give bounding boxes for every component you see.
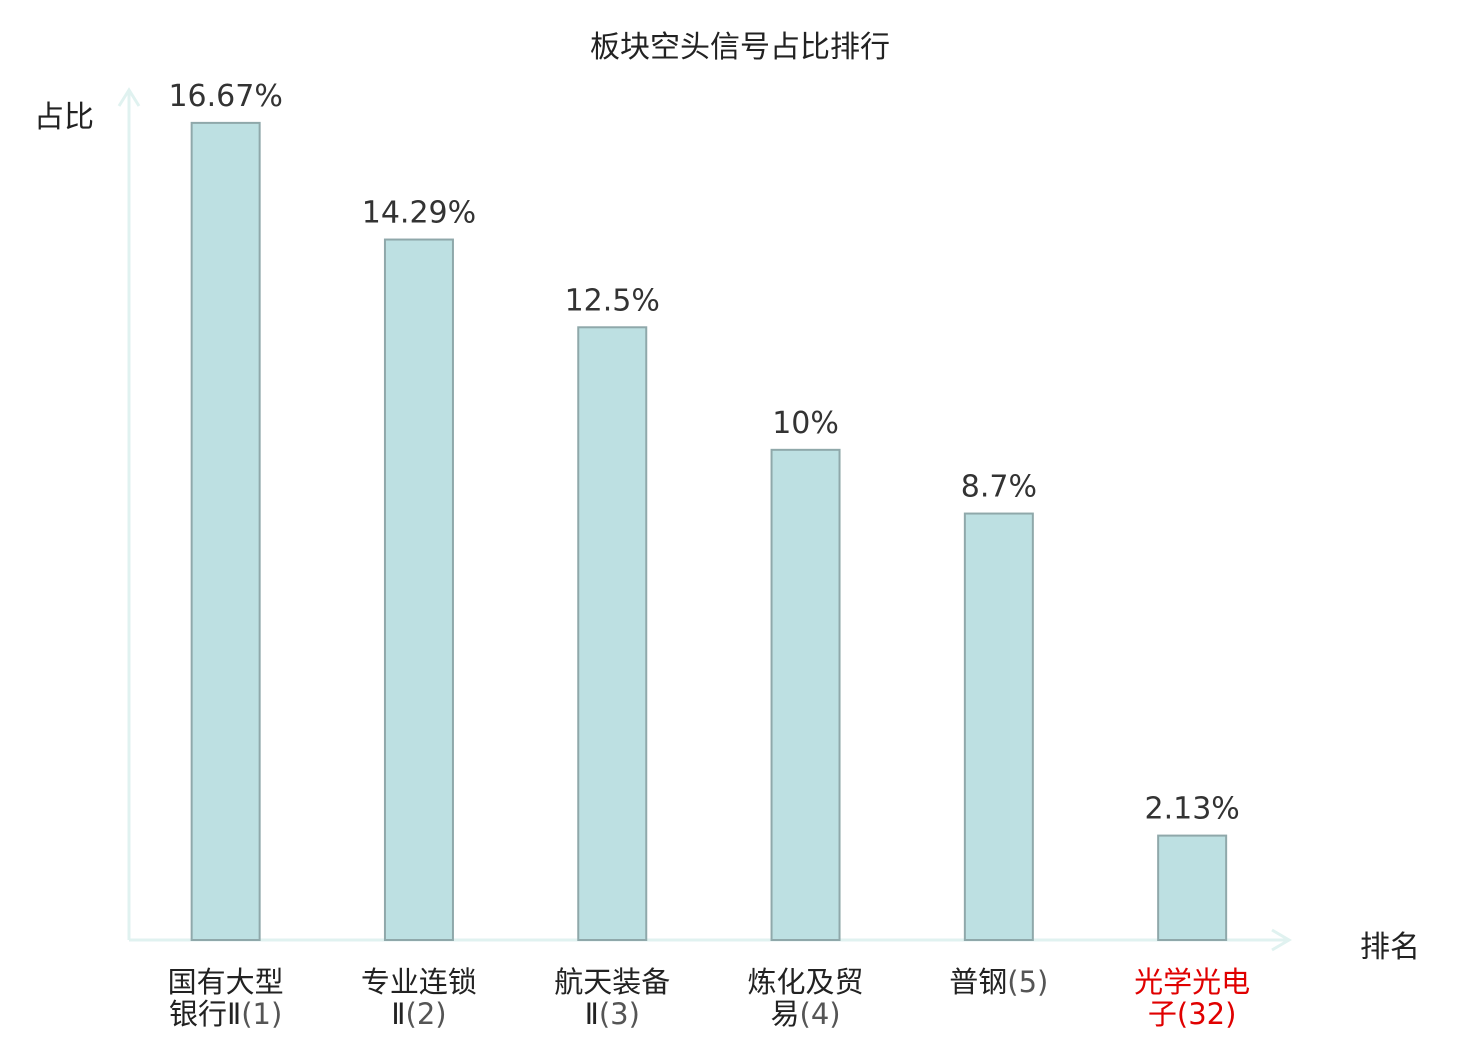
category-label-6: 光学光电 子(32) bbox=[1092, 966, 1292, 1030]
value-label-6: 2.13% bbox=[1144, 792, 1239, 827]
bar-5 bbox=[963, 512, 1034, 941]
category-rank: (4) bbox=[799, 997, 841, 1031]
y-axis-arrow bbox=[117, 87, 141, 107]
category-name-line: 普钢(5) bbox=[899, 966, 1099, 998]
category-name: 银行Ⅱ bbox=[168, 997, 242, 1031]
bar-6 bbox=[1157, 834, 1228, 942]
category-name-line: 炼化及贸 bbox=[706, 966, 906, 998]
bar-2 bbox=[383, 238, 454, 942]
category-label-1: 国有大型 银行Ⅱ(1) bbox=[126, 966, 326, 1030]
category-rank: (3) bbox=[598, 997, 640, 1031]
category-name-line: 光学光电 bbox=[1092, 966, 1292, 998]
category-rank: (32) bbox=[1176, 997, 1237, 1031]
x-axis-arrow bbox=[1271, 928, 1292, 952]
category-name-line: Ⅱ(3) bbox=[512, 998, 712, 1030]
category-name: Ⅱ bbox=[391, 997, 406, 1031]
category-name-line: 国有大型 bbox=[126, 966, 326, 998]
category-name-line: 银行Ⅱ(1) bbox=[126, 998, 326, 1030]
category-name: 普钢 bbox=[949, 965, 1008, 999]
value-label-4: 10% bbox=[772, 406, 839, 441]
category-name: 炼化及贸 bbox=[747, 965, 864, 999]
axes bbox=[117, 87, 1292, 952]
category-name: 子 bbox=[1147, 997, 1177, 1031]
value-label-5: 8.7% bbox=[961, 470, 1037, 505]
bars bbox=[190, 121, 1228, 942]
category-label-5: 普钢(5) bbox=[899, 966, 1099, 998]
value-label-2: 14.29% bbox=[362, 196, 476, 231]
category-rank: (1) bbox=[241, 997, 283, 1031]
category-label-2: 专业连锁 Ⅱ(2) bbox=[319, 966, 519, 1030]
bar-1 bbox=[190, 121, 261, 942]
bar-3 bbox=[577, 326, 648, 941]
category-name: 航天装备 bbox=[554, 965, 671, 999]
category-name: Ⅱ bbox=[584, 997, 599, 1031]
category-name-line: 子(32) bbox=[1092, 998, 1292, 1030]
x-axis-label: 排名 bbox=[1360, 930, 1420, 965]
category-rank: (2) bbox=[405, 997, 447, 1031]
category-rank: (5) bbox=[1007, 965, 1049, 999]
y-axis-label: 占比 bbox=[34, 100, 94, 135]
value-labels: 16.67% 14.29% 12.5% 10% 8.7% 2.13% bbox=[168, 79, 1239, 827]
category-label-4: 炼化及贸 易(4) bbox=[706, 966, 906, 1030]
bar-4 bbox=[770, 448, 841, 941]
chart-title: 板块空头信号占比排行 bbox=[590, 30, 890, 65]
category-name-line: Ⅱ(2) bbox=[319, 998, 519, 1030]
category-name: 国有大型 bbox=[167, 965, 284, 999]
category-name-line: 易(4) bbox=[706, 998, 906, 1030]
category-name: 易 bbox=[770, 997, 800, 1031]
category-name: 光学光电 bbox=[1134, 965, 1251, 999]
category-name-line: 航天装备 bbox=[512, 966, 712, 998]
category-name: 专业连锁 bbox=[360, 965, 477, 999]
value-label-1: 16.67% bbox=[168, 79, 282, 114]
value-label-3: 12.5% bbox=[565, 283, 660, 318]
category-name-line: 专业连锁 bbox=[319, 966, 519, 998]
category-label-3: 航天装备 Ⅱ(3) bbox=[512, 966, 712, 1030]
